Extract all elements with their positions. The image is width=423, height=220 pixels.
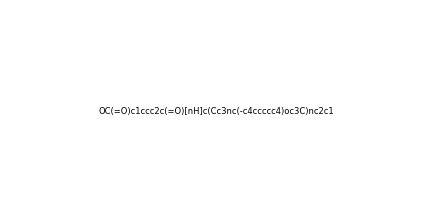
Text: OC(=O)c1ccc2c(=O)[nH]c(Cc3nc(-c4ccccc4)oc3C)nc2c1: OC(=O)c1ccc2c(=O)[nH]c(Cc3nc(-c4ccccc4)o… — [99, 107, 335, 116]
